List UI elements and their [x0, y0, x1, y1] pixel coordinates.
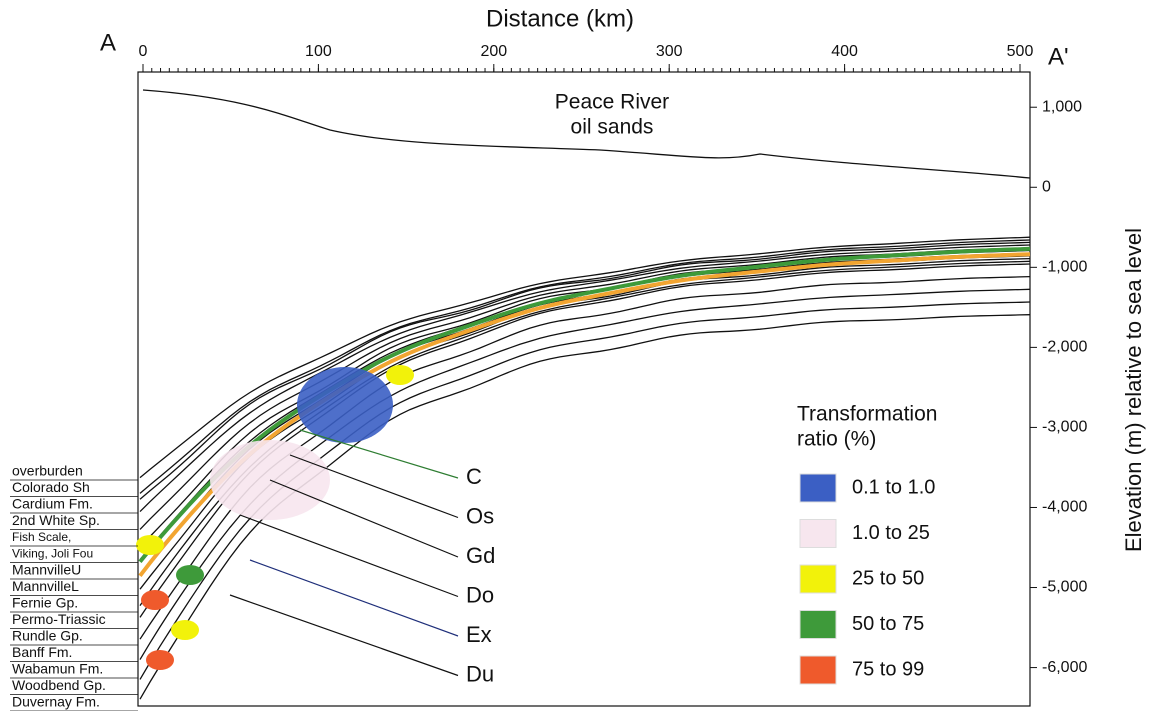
formation-label: Viking, Joli Fou: [12, 547, 93, 561]
y-tick-label: -6,000: [1042, 659, 1087, 676]
legend-label: 0.1 to 1.0: [852, 476, 935, 498]
legend-swatch: [800, 611, 836, 639]
ratio-patch: [141, 590, 169, 610]
y-tick-label: -5,000: [1042, 579, 1087, 596]
ratio-patch: [146, 650, 174, 670]
blue-zone: [297, 367, 393, 443]
legend-swatch: [800, 565, 836, 593]
legend-swatch: [800, 474, 836, 502]
marker-leader: [240, 515, 458, 597]
x-tick-label: 100: [305, 43, 332, 60]
formation-label: Duvernay Fm.: [12, 694, 100, 710]
legend-swatch: [800, 520, 836, 548]
legend-title: ratio (%): [797, 428, 876, 451]
ratio-patch: [136, 535, 164, 555]
x-tick-label: 200: [480, 43, 507, 60]
formation-label: Woodbend Gp.: [12, 677, 106, 693]
x-tick-label: 500: [1007, 43, 1034, 60]
formation-label: Rundle Gp.: [12, 628, 83, 644]
formation-label: 2nd White Sp.: [12, 512, 100, 528]
legend-label: 50 to 75: [852, 613, 924, 635]
ratio-patch: [386, 365, 414, 385]
x-axis-title: Distance (km): [486, 5, 634, 32]
marker-label: Os: [466, 503, 494, 528]
formation-label: MannvilleL: [12, 578, 79, 594]
formation-label: overburden: [12, 463, 83, 479]
x-tick-label: 0: [139, 43, 148, 60]
legend-label: 75 to 99: [852, 658, 924, 680]
legend-title: Transformation: [797, 403, 937, 426]
marker-label: Ex: [466, 622, 492, 647]
formation-label: Permo-Triassic: [12, 611, 106, 627]
surface-label: Peace River: [555, 91, 669, 114]
figure: Distance (km) A A' Elevation (m) relativ…: [0, 0, 1149, 711]
surface-label: oil sands: [571, 116, 654, 139]
y-tick-label: -1,000: [1042, 259, 1087, 276]
legend-label: 25 to 50: [852, 567, 924, 589]
y-tick-label: -2,000: [1042, 339, 1087, 356]
y-tick-label: 1,000: [1042, 98, 1082, 115]
formation-label: MannvilleU: [12, 562, 81, 578]
marker-label: Gd: [466, 543, 495, 568]
formation-label: Cardium Fm.: [12, 496, 93, 512]
legend-label: 1.0 to 25: [852, 522, 930, 544]
marker-label: C: [466, 464, 482, 489]
marker-label: Du: [466, 661, 494, 686]
marker-label: Do: [466, 582, 494, 607]
marker-leader: [250, 560, 458, 636]
formation-label: Banff Fm.: [12, 644, 72, 660]
legend-swatch: [800, 656, 836, 684]
ratio-patch: [176, 565, 204, 585]
section-end: A': [1048, 43, 1069, 70]
formation-label: Colorado Sh: [12, 479, 90, 495]
y-tick-label: -4,000: [1042, 499, 1087, 516]
section-end: A: [100, 29, 116, 56]
y-tick-label: 0: [1042, 178, 1051, 195]
x-tick-label: 300: [656, 43, 683, 60]
x-tick-label: 400: [831, 43, 858, 60]
formation-label: Fish Scale,: [12, 530, 71, 544]
y-tick-label: -3,000: [1042, 419, 1087, 436]
formation-label: Fernie Gp.: [12, 595, 78, 611]
y-axis-title: Elevation (m) relative to sea level: [1121, 228, 1146, 552]
formation-label: Wabamun Fm.: [12, 661, 103, 677]
marker-leader: [270, 480, 458, 557]
ratio-patch: [171, 620, 199, 640]
marker-leader: [230, 595, 458, 676]
